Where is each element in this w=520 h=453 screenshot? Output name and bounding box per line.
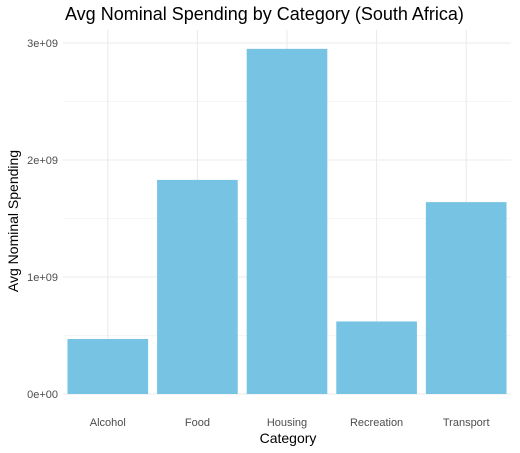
y-tick-label: 1e+09 [27, 272, 58, 284]
y-tick-label: 0e+00 [27, 389, 58, 401]
y-tick-labels: 0e+00 1e+09 2e+09 3e+09 [27, 38, 58, 401]
x-tick-label: Housing [267, 417, 307, 429]
y-tick-label: 2e+09 [27, 155, 58, 167]
y-axis-title: Avg Nominal Spending [5, 150, 21, 292]
x-tick-labels: Alcohol Food Housing Recreation Transport [90, 417, 490, 429]
bars [67, 48, 507, 394]
x-axis-title: Category [260, 430, 317, 446]
x-tick-label: Recreation [350, 417, 403, 429]
y-tick-label: 3e+09 [27, 38, 58, 50]
chart-title: Avg Nominal Spending by Category (South … [65, 4, 464, 24]
bar-food [157, 179, 238, 394]
bar-alcohol [67, 339, 149, 394]
x-tick-label: Transport [443, 417, 490, 429]
bar-housing [246, 48, 328, 394]
x-tick-label: Food [185, 417, 210, 429]
bar-recreation [336, 321, 417, 394]
bar-transport [425, 202, 507, 394]
x-tick-label: Alcohol [90, 417, 126, 429]
